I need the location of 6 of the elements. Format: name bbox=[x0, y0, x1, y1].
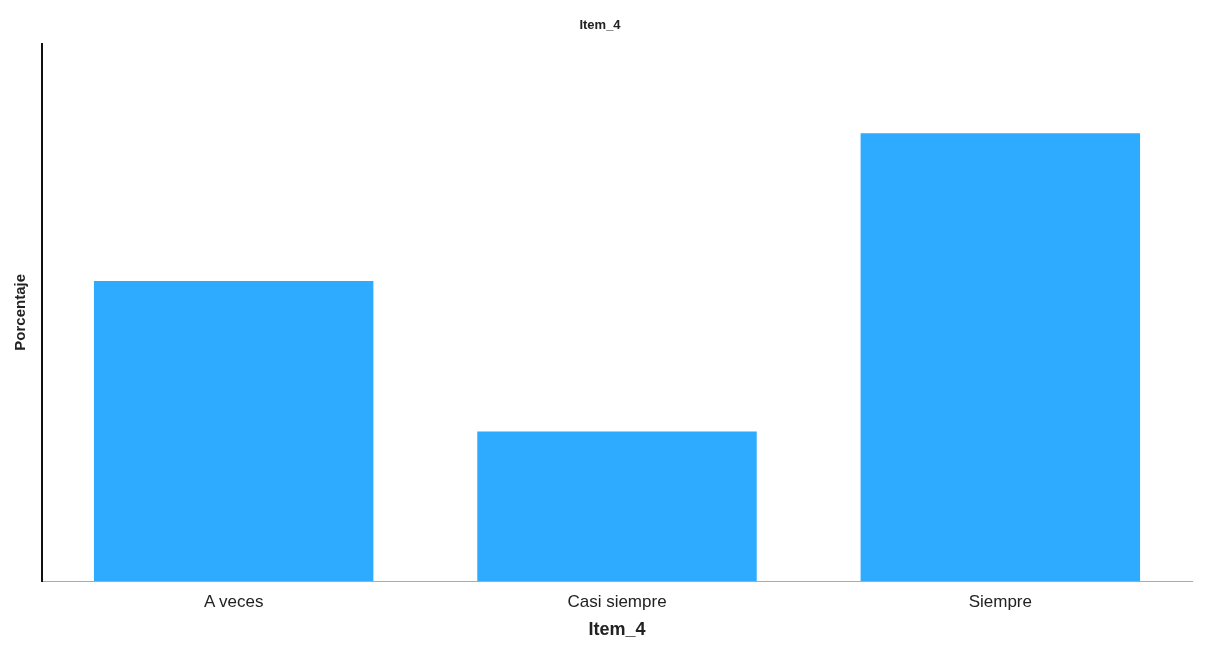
x-tick-label: Siempre bbox=[968, 591, 1032, 611]
x-axis-title: Item_4 bbox=[588, 619, 646, 640]
x-tick-label: A veces bbox=[203, 591, 264, 611]
x-tick-label: Casi siempre bbox=[567, 591, 667, 611]
chart-title: Item_4 bbox=[579, 17, 622, 33]
y-axis-title: Porcentaje bbox=[11, 273, 29, 351]
